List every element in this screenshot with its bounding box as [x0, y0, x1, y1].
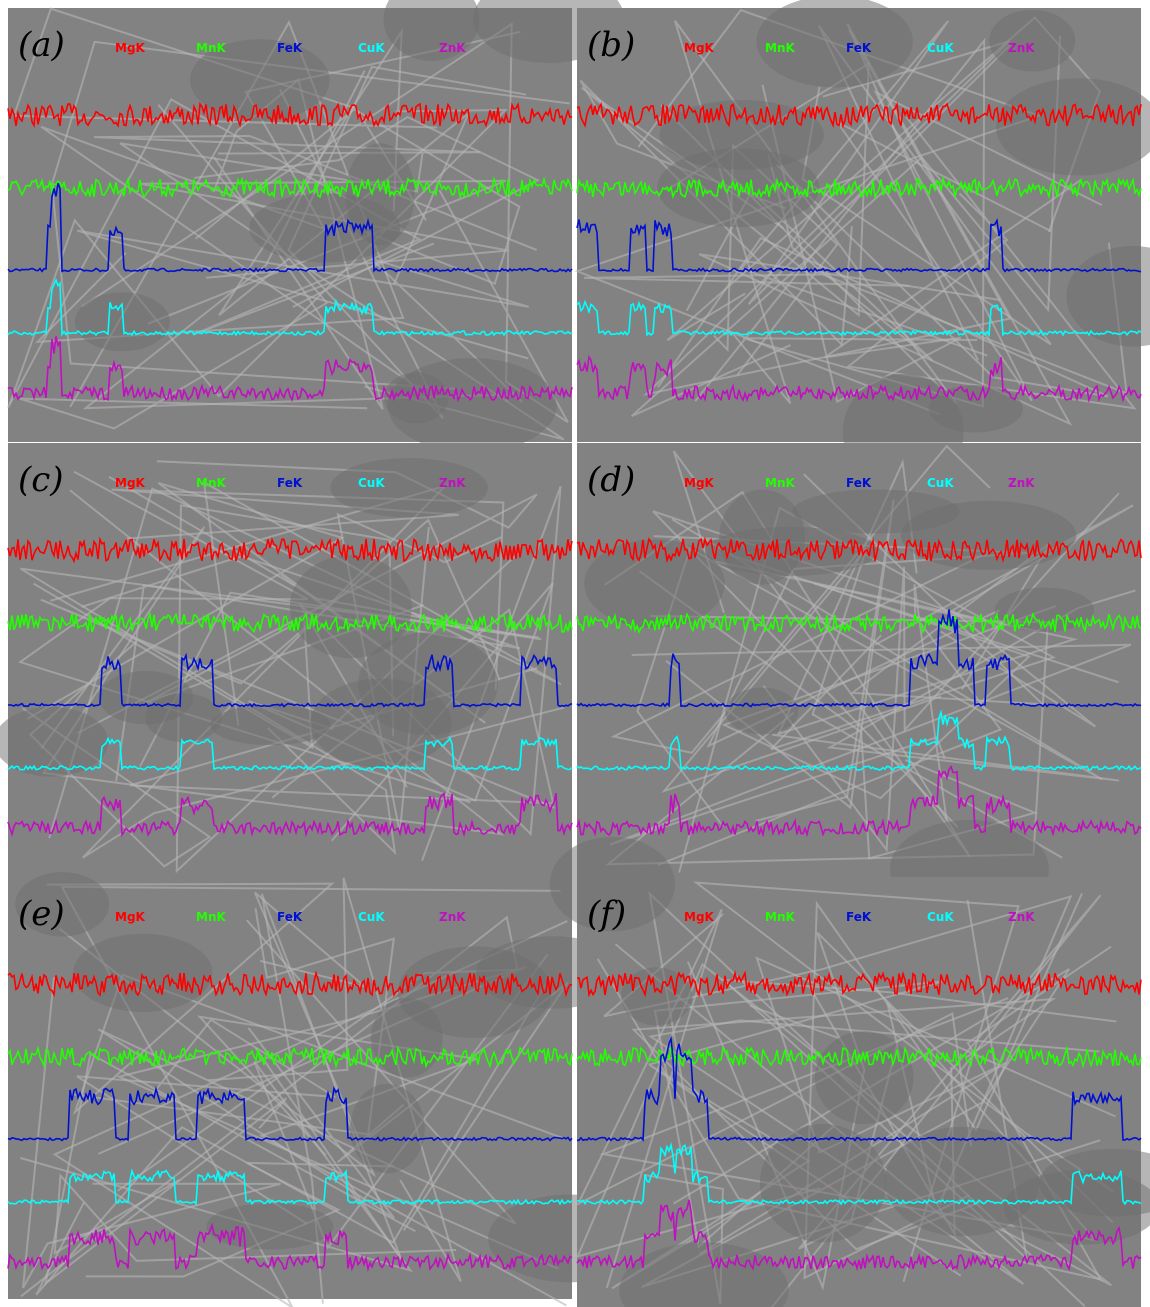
grain: [73, 934, 212, 1012]
figure: (a) MgK MnK FeK CuK ZnK (b) MgK MnK FeK CuK ZnK (c) M…: [0, 0, 1150, 1307]
legend-entry: FeK: [846, 910, 872, 924]
legend-entry: MnK: [765, 910, 795, 924]
legend-entry: FeK: [277, 910, 303, 924]
legend-entry: ZnK: [439, 910, 466, 924]
panel-label: (e): [18, 894, 65, 934]
grain: [350, 1084, 425, 1173]
legend-entry: CuK: [358, 476, 385, 490]
legend-entry: CuK: [927, 476, 954, 490]
grain: [793, 490, 960, 534]
grain: [310, 679, 451, 768]
legend-entry: ZnK: [1008, 41, 1035, 55]
legend-entry: FeK: [846, 41, 872, 55]
grain: [398, 946, 552, 1038]
legend-entry: ZnK: [1008, 910, 1035, 924]
grain: [760, 1124, 886, 1242]
legend-entry: MnK: [765, 476, 795, 490]
legend-entry: MgK: [115, 41, 146, 55]
legend-entry: ZnK: [439, 41, 466, 55]
legend-entry: MnK: [765, 41, 795, 55]
panel-label: (f): [587, 894, 626, 934]
legend-entry: CuK: [927, 910, 954, 924]
panel-label: (a): [18, 25, 65, 65]
legend-entry: MnK: [196, 910, 226, 924]
legend-entry: MgK: [115, 476, 146, 490]
legend-entry: CuK: [358, 41, 385, 55]
panel: (c) MgK MnK FeK CuK ZnK: [0, 443, 572, 877]
panel-label: (d): [587, 460, 635, 500]
legend-entry: MnK: [196, 476, 226, 490]
panel: (f) MgK MnK FeK CuK ZnK: [550, 837, 1150, 1307]
grain: [75, 292, 170, 351]
grain: [815, 1031, 914, 1124]
panel-label: (c): [18, 460, 64, 500]
grain: [345, 143, 414, 245]
legend-entry: CuK: [927, 41, 954, 55]
panel: (a) MgK MnK FeK CuK ZnK: [8, 0, 625, 453]
legend-entry: MgK: [115, 910, 146, 924]
legend-entry: CuK: [358, 910, 385, 924]
grain: [885, 1127, 1039, 1236]
legend-entry: FeK: [846, 476, 872, 490]
legend-entry: MgK: [684, 910, 715, 924]
legend-entry: FeK: [277, 41, 303, 55]
grain: [725, 688, 798, 735]
panel: (d) MgK MnK FeK CuK ZnK: [577, 443, 1141, 918]
panel: (b) MgK MnK FeK CuK ZnK: [577, 0, 1150, 490]
panel-label: (b): [587, 25, 635, 65]
legend-entry: MgK: [684, 41, 715, 55]
legend-entry: ZnK: [1008, 476, 1035, 490]
legend-entry: MnK: [196, 41, 226, 55]
panel: (e) MgK MnK FeK CuK ZnK: [8, 872, 651, 1307]
legend-entry: MgK: [684, 476, 715, 490]
legend-entry: FeK: [277, 476, 303, 490]
grain: [206, 1203, 333, 1249]
legend-entry: ZnK: [439, 476, 466, 490]
grain: [99, 671, 194, 724]
